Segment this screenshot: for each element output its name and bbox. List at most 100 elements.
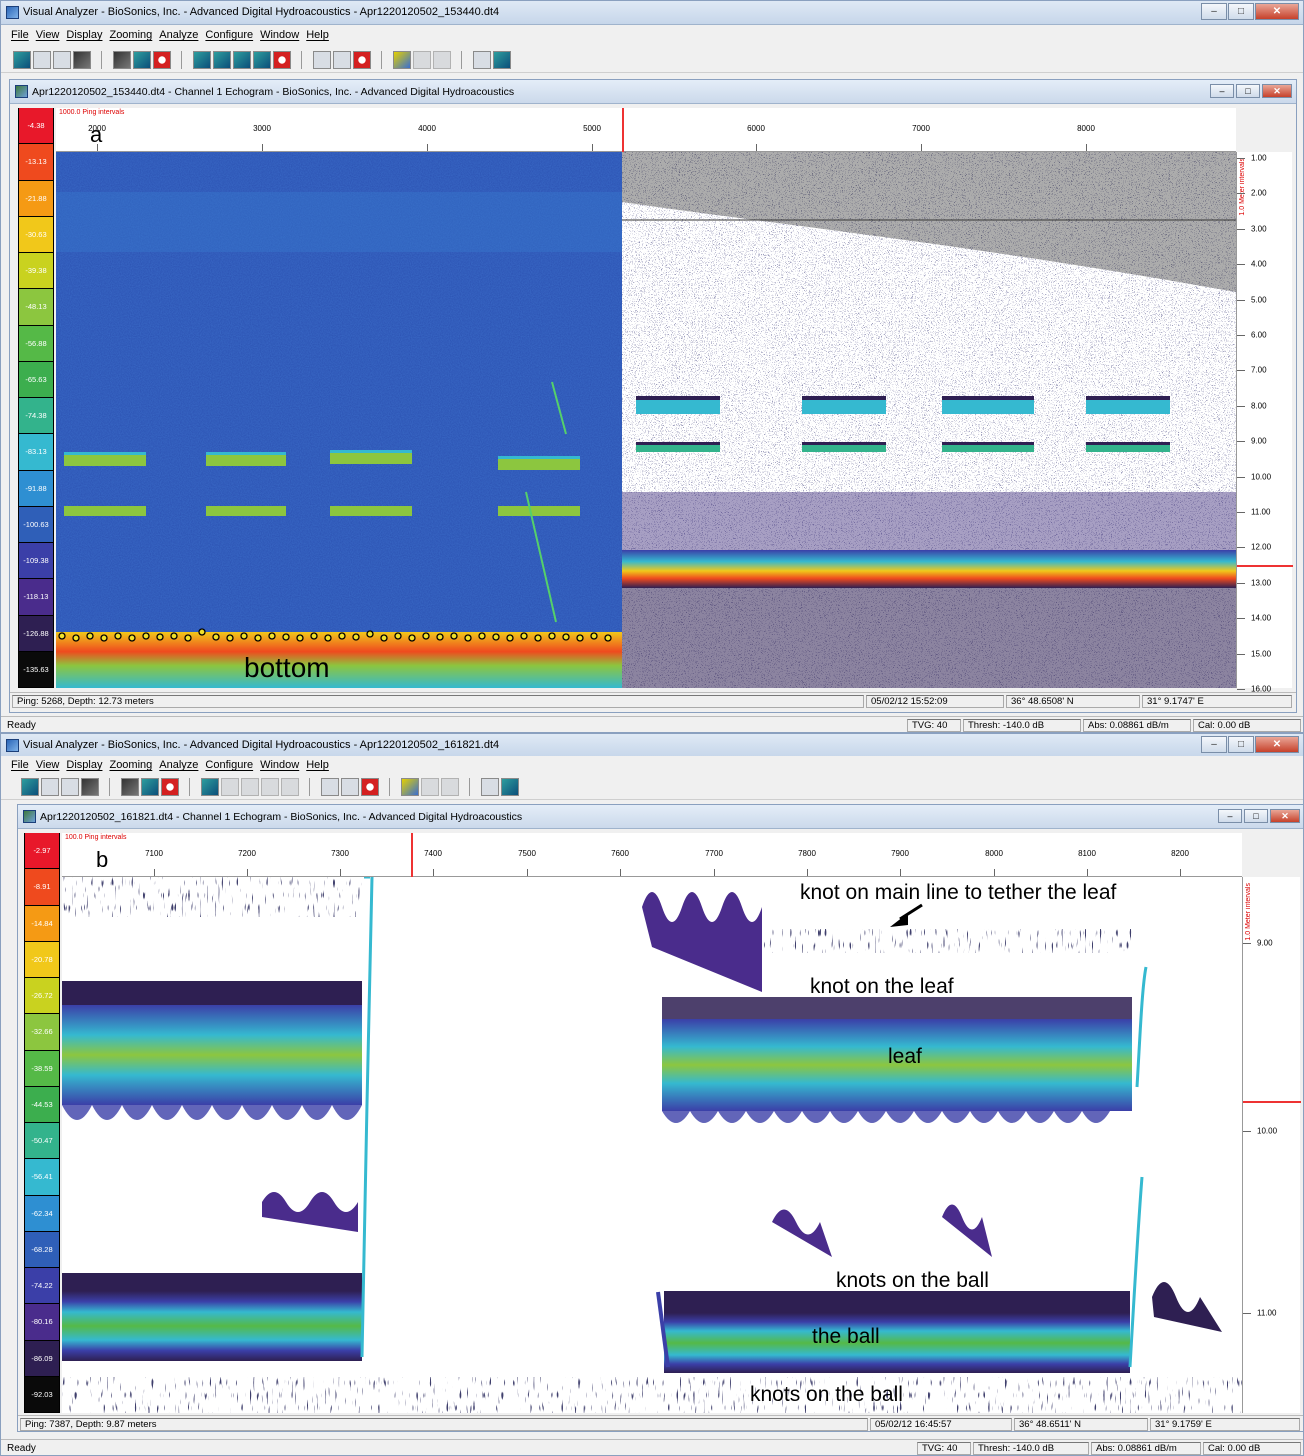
zoom-reset-icon[interactable] — [353, 51, 371, 69]
zoom-in-icon[interactable] — [313, 51, 331, 69]
longitude-readout: 31° 9.1759' E — [1150, 1418, 1300, 1431]
menu-zooming[interactable]: Zooming — [109, 29, 153, 41]
echogram-plot-b[interactable]: knot on main line to tether the leaf kno… — [62, 877, 1242, 1413]
depth-tick-line — [1237, 158, 1245, 159]
draw-line-icon[interactable] — [121, 778, 139, 796]
child-title-bar[interactable]: Apr1220120502_153440.dt4 - Channel 1 Ech… — [10, 80, 1296, 104]
record-icon[interactable] — [153, 51, 171, 69]
child-minimize-button[interactable]: – — [1218, 809, 1242, 823]
depth-tick: 11.00 — [1257, 1308, 1277, 1318]
database-icon[interactable] — [233, 51, 251, 69]
depth-tick-line — [1237, 689, 1245, 690]
echogram-alt-icon[interactable] — [213, 51, 231, 69]
menu-analyze[interactable]: Analyze — [159, 29, 199, 41]
cal-readout: Cal: 0.00 dB — [1203, 1442, 1301, 1455]
cursor-marker — [622, 108, 624, 152]
zoom-in-icon[interactable] — [321, 778, 339, 796]
export-icon[interactable] — [53, 51, 71, 69]
menu-configure[interactable]: Configure — [205, 759, 254, 771]
menu-window[interactable]: Window — [260, 759, 300, 771]
export-icon[interactable] — [61, 778, 79, 796]
context-help-dropdown-icon[interactable] — [493, 51, 511, 69]
depth-tick-line — [1237, 618, 1245, 620]
color-scale-swatch: -91.88 — [19, 470, 53, 507]
ping-ruler: 100.0 Ping intervals 7100 7200 7300 7400… — [62, 833, 1242, 877]
echogram-view-icon[interactable] — [201, 778, 219, 796]
color-scale-swatch: -26.72 — [25, 978, 59, 1015]
zoom-out-icon[interactable] — [333, 51, 351, 69]
depth-scale: 1.0 Meter intervals 9.00 10.00 11.00 — [1242, 877, 1301, 1413]
zoom-out-icon[interactable] — [341, 778, 359, 796]
menu-display[interactable]: Display — [66, 759, 103, 771]
menu-analyze[interactable]: Analyze — [159, 759, 199, 771]
zoom-reset-icon[interactable] — [361, 778, 379, 796]
minimize-button[interactable]: – — [1201, 3, 1227, 20]
help-icon[interactable] — [481, 778, 499, 796]
menu-help[interactable]: Help — [306, 759, 329, 771]
print-icon[interactable] — [41, 778, 59, 796]
save-icon[interactable] — [73, 51, 91, 69]
color-scale-swatch: -44.53 — [25, 1086, 59, 1123]
depth-tick: 10.00 — [1257, 1126, 1278, 1136]
edit-icon[interactable] — [253, 51, 271, 69]
child-title-bar[interactable]: Apr1220120502_161821.dt4 - Channel 1 Ech… — [18, 805, 1303, 829]
x-tick: 7100 — [145, 849, 163, 858]
menu-file[interactable]: File — [11, 29, 29, 41]
child-close-button[interactable]: ✕ — [1262, 84, 1292, 98]
ping-depth-readout: Ping: 5268, Depth: 12.73 meters — [12, 695, 864, 708]
draw-line-icon[interactable] — [113, 51, 131, 69]
color-scale-swatch: -56.88 — [19, 325, 53, 362]
annotation-knot-leaf: knot on the leaf — [810, 975, 954, 998]
grid-icon[interactable] — [133, 51, 151, 69]
child-minimize-button[interactable]: – — [1210, 84, 1234, 98]
maximize-button[interactable]: □ — [1228, 3, 1254, 20]
window-title: Visual Analyzer - BioSonics, Inc. - Adva… — [23, 739, 500, 751]
ping-depth-readout: Ping: 7387, Depth: 9.87 meters — [20, 1418, 868, 1431]
x-tick: 7200 — [238, 849, 256, 858]
echogram-icon — [23, 810, 36, 823]
grid-icon[interactable] — [141, 778, 159, 796]
echogram-plot-a[interactable]: bottom — [56, 152, 1236, 688]
annotation-knots-ball-bottom: knots on the ball — [750, 1383, 903, 1406]
menu-configure[interactable]: Configure — [205, 29, 254, 41]
close-button[interactable]: ✕ — [1255, 3, 1299, 20]
abs-readout: Abs: 0.08861 dB/m — [1091, 1442, 1201, 1455]
close-button[interactable]: ✕ — [1255, 736, 1299, 753]
depth-tick: 5.00 — [1251, 295, 1267, 305]
menu-view[interactable]: View — [35, 759, 60, 771]
color-scale-swatch: -118.13 — [19, 579, 53, 616]
depth-axis-label: 1.0 Meter intervals — [1239, 158, 1246, 216]
menu-window[interactable]: Window — [260, 29, 300, 41]
x-tick: 7400 — [424, 849, 442, 858]
title-bar[interactable]: Visual Analyzer - BioSonics, Inc. - Adva… — [1, 1, 1303, 25]
context-help-dropdown-icon[interactable] — [501, 778, 519, 796]
menu-help[interactable]: Help — [306, 29, 329, 41]
target-icon[interactable] — [273, 51, 291, 69]
child-maximize-button[interactable]: □ — [1236, 84, 1260, 98]
menu-display[interactable]: Display — [66, 29, 103, 41]
minimize-button[interactable]: – — [1201, 736, 1227, 753]
disabled-edit-icon — [261, 778, 279, 796]
title-bar[interactable]: Visual Analyzer - BioSonics, Inc. - Adva… — [1, 734, 1303, 758]
chart-icon[interactable] — [401, 778, 419, 796]
depth-tick-line — [1237, 228, 1245, 230]
menu-file[interactable]: File — [11, 759, 29, 771]
print-icon[interactable] — [33, 51, 51, 69]
chart-icon[interactable] — [393, 51, 411, 69]
child-close-button[interactable]: ✕ — [1270, 809, 1300, 823]
bottom-label: bottom — [244, 652, 330, 683]
visual-analyzer-window-a: Visual Analyzer - BioSonics, Inc. - Adva… — [0, 0, 1304, 733]
ping-ruler: 1000.0 Ping intervals 2000 3000 4000 500… — [56, 108, 1236, 152]
open-file-icon[interactable] — [13, 51, 31, 69]
child-maximize-button[interactable]: □ — [1244, 809, 1268, 823]
open-file-icon[interactable] — [21, 778, 39, 796]
maximize-button[interactable]: □ — [1228, 736, 1254, 753]
color-scale-swatch: -100.63 — [19, 506, 53, 543]
echogram-view-icon[interactable] — [193, 51, 211, 69]
menu-zooming[interactable]: Zooming — [109, 759, 153, 771]
save-icon[interactable] — [81, 778, 99, 796]
record-icon[interactable] — [161, 778, 179, 796]
menu-view[interactable]: View — [35, 29, 60, 41]
depth-tick-line — [1237, 299, 1245, 301]
help-icon[interactable] — [473, 51, 491, 69]
